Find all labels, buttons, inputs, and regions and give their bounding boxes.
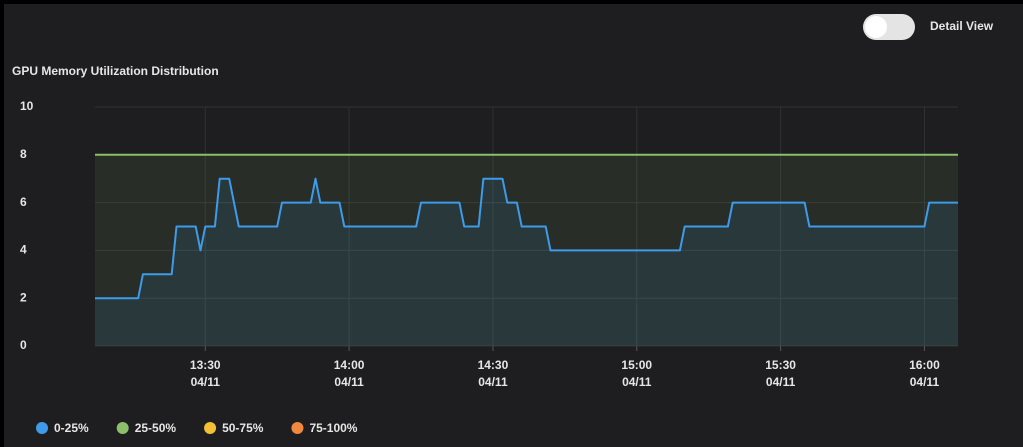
toggle-label: Detail View bbox=[930, 19, 994, 33]
chart-title: GPU Memory Utilization Distribution bbox=[12, 64, 219, 78]
y-tick-label: 10 bbox=[20, 99, 34, 113]
x-tick-date: 04/11 bbox=[334, 375, 364, 389]
legend-label: 25-50% bbox=[135, 421, 177, 435]
x-tick-label: 13:30 bbox=[190, 358, 221, 372]
y-tick-label: 4 bbox=[20, 243, 27, 257]
x-tick-date: 04/11 bbox=[191, 375, 221, 389]
x-tick-date: 04/11 bbox=[478, 375, 508, 389]
y-tick-label: 2 bbox=[20, 290, 27, 304]
y-tick-label: 6 bbox=[20, 195, 27, 209]
x-tick-label: 16:00 bbox=[909, 358, 940, 372]
legend-swatch bbox=[291, 422, 304, 434]
legend-label: 50-75% bbox=[222, 421, 264, 435]
legend-swatch bbox=[36, 422, 48, 434]
series-line bbox=[95, 177, 958, 300]
x-tick-date: 04/11 bbox=[766, 375, 796, 389]
legend-label: 75-100% bbox=[309, 421, 357, 435]
y-tick-label: 8 bbox=[20, 147, 27, 161]
x-tick-date: 04/11 bbox=[622, 375, 652, 389]
toggle-knob[interactable] bbox=[865, 16, 887, 38]
legend-swatch bbox=[204, 422, 217, 434]
legend-label: 0-25% bbox=[54, 421, 89, 435]
series-area bbox=[95, 178, 958, 346]
x-tick-label: 14:00 bbox=[334, 358, 365, 372]
x-tick-label: 14:30 bbox=[478, 358, 509, 372]
x-tick-date: 04/11 bbox=[910, 375, 940, 389]
x-tick-label: 15:30 bbox=[765, 358, 796, 372]
x-tick-label: 15:00 bbox=[621, 358, 652, 372]
detail-toggle[interactable] bbox=[863, 14, 915, 40]
y-tick-label: 0 bbox=[20, 338, 27, 352]
legend-swatch bbox=[116, 422, 129, 434]
